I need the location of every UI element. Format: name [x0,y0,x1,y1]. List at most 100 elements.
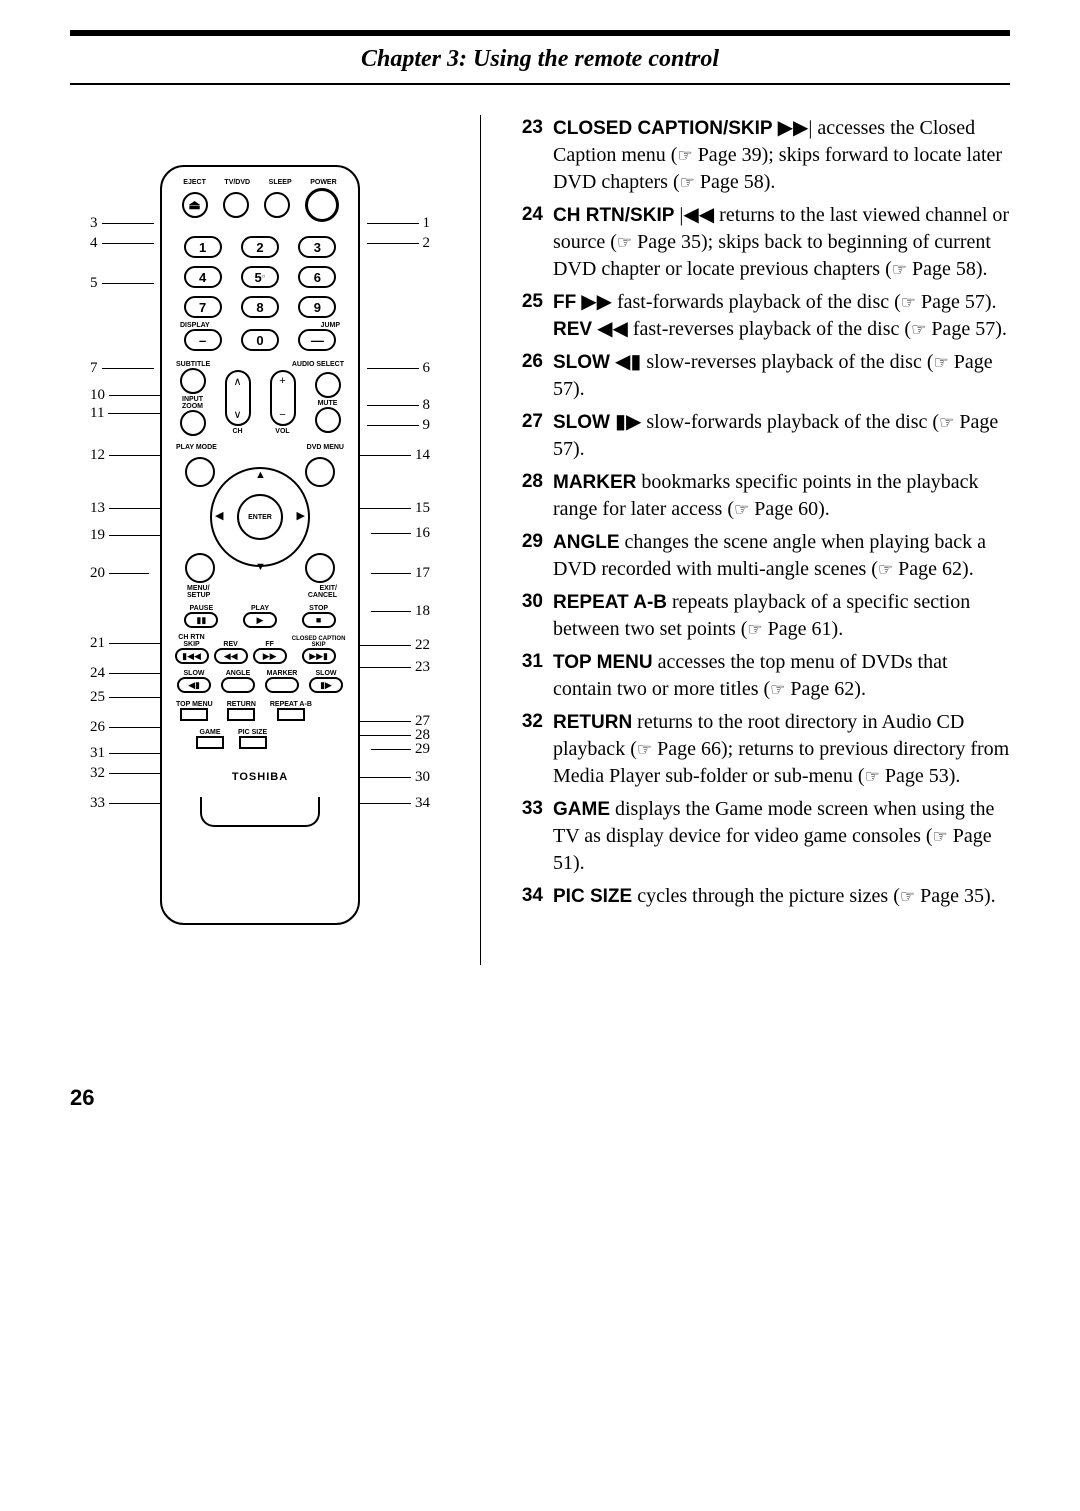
key-8[interactable]: 8 [241,296,279,318]
list-item: 29ANGLE changes the scene angle when pla… [511,529,1010,583]
item-number: 31 [511,649,543,703]
eject-button[interactable]: ⏏ [182,192,208,218]
mute-button[interactable] [315,407,341,433]
play-mode-button[interactable] [185,457,215,487]
callout-number: 6 [423,360,431,377]
callout-number: 26 [90,719,105,736]
callout-line [367,405,419,406]
key-3[interactable]: 3 [298,236,336,258]
pause-button[interactable]: ▮▮ [184,612,218,628]
callout-line [359,667,411,668]
item-body: MARKER bookmarks specific points in the … [553,469,1010,523]
power-button[interactable] [305,188,339,222]
label-play: PLAY [251,605,269,612]
top-menu-button[interactable] [180,708,208,721]
key-7[interactable]: 7 [184,296,222,318]
dpad-right[interactable]: ▶ [297,509,305,522]
callout-number: 34 [415,795,430,812]
list-item: 23CLOSED CAPTION/SKIP ▶▶| accesses the C… [511,115,1010,196]
label-menu-setup: MENU/ SETUP [187,585,210,599]
slow-fwd-button[interactable]: ▮▶ [309,677,343,693]
key-9[interactable]: 9 [298,296,336,318]
page-ref-icon: ☞ [878,559,893,582]
callout-number: 13 [90,500,105,517]
label-tvdvd: TV/DVD [224,179,250,186]
label-play-mode: PLAY MODE [176,444,217,451]
page-ref-icon: ☞ [637,739,652,762]
dpad-left[interactable]: ◀ [215,509,223,522]
skip-back-button[interactable]: ▮◀◀ [175,648,209,664]
callout-24: 24 [90,665,161,682]
dpad-down[interactable]: ▼ [255,561,266,573]
item-number: 34 [511,883,543,910]
audio-select-button[interactable] [315,372,341,398]
key-2[interactable]: 2 [241,236,279,258]
item-body: TOP MENU accesses the top menu of DVDs t… [553,649,1010,703]
stop-button[interactable]: ■ [302,612,336,628]
key-5[interactable]: 5○ [241,266,279,288]
callout-14: 14 [359,447,430,464]
skip-fwd-button[interactable]: ▶▶▮ [302,648,336,664]
ff-button[interactable]: ▶▶ [253,648,287,664]
page-ref-icon: ☞ [911,319,926,342]
rev-button[interactable]: ◀◀ [214,648,248,664]
page-ref-icon: ☞ [734,499,749,522]
exit-cancel-button[interactable] [305,553,335,583]
callout-number: 20 [90,565,105,582]
label-sleep: SLEEP [269,179,292,186]
key-4[interactable]: 4 [184,266,222,288]
callout-number: 5 [90,275,98,292]
angle-button[interactable] [221,677,255,693]
page-ref-icon: ☞ [892,259,907,282]
subtitle-button[interactable] [180,368,206,394]
label-eject: EJECT [183,179,206,186]
label-jump: JUMP [321,322,340,329]
item-number: 28 [511,469,543,523]
callout-number: 15 [415,500,430,517]
menu-setup-button[interactable] [185,553,215,583]
callout-10: 10 [90,387,161,404]
brand-label: TOSHIBA [162,771,358,783]
game-button[interactable] [196,736,224,749]
key-1[interactable]: 1 [184,236,222,258]
enter-button[interactable]: ENTER [237,494,283,540]
display-button[interactable]: – [184,329,222,351]
play-button[interactable]: ▶ [243,612,277,628]
pic-size-button[interactable] [239,736,267,749]
item-body: CH RTN/SKIP |◀◀ returns to the last view… [553,202,1010,283]
slow-rev-button[interactable]: ◀▮ [177,677,211,693]
callout-line [359,721,411,722]
remote-body: EJECT TV/DVD SLEEP POWER ⏏ 1 2 [160,165,360,925]
repeat-ab-button[interactable] [277,708,305,721]
callout-11: 11 [90,405,160,422]
callout-line [102,223,154,224]
label-repeat-ab: REPEAT A-B [270,701,312,708]
ch-rocker[interactable]: ∧∨ [225,370,251,426]
sleep-button[interactable] [264,192,290,218]
callout-line [109,753,161,754]
callout-number: 1 [423,215,431,232]
callout-number: 33 [90,795,105,812]
key-6[interactable]: 6 [298,266,336,288]
callout-line [109,508,161,509]
item-body: ANGLE changes the scene angle when playi… [553,529,1010,583]
callout-line [109,727,161,728]
callout-19: 19 [90,527,161,544]
jump-button[interactable]: — [298,329,336,351]
dpad-up[interactable]: ▲ [255,469,266,481]
callout-line [109,395,161,396]
dvd-menu-button[interactable] [305,457,335,487]
vol-rocker[interactable]: +− [270,370,296,426]
item-body: PIC SIZE cycles through the picture size… [553,883,1010,910]
callout-number: 22 [415,637,430,654]
return-button[interactable] [227,708,255,721]
page-ref-icon: ☞ [933,826,948,849]
page-ref-icon: ☞ [939,412,954,435]
input-zoom-button[interactable] [180,410,206,436]
tvdvd-button[interactable] [223,192,249,218]
callout-number: 7 [90,360,98,377]
key-0[interactable]: 0 [241,329,279,351]
callout-line [109,573,149,574]
label-dvd-menu: DVD MENU [307,444,344,451]
marker-button[interactable] [265,677,299,693]
